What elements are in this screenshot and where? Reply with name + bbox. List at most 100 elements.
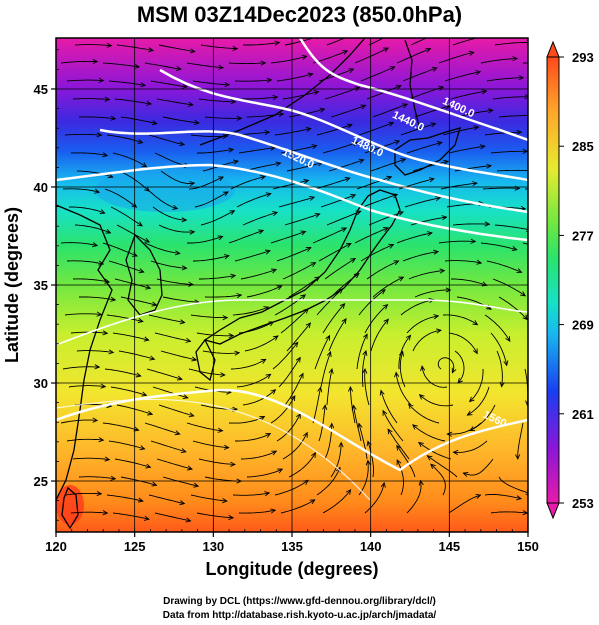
streamline — [324, 258, 356, 280]
axis-ticks: 120 125 130 135 140 145 150 25 30 35 40 45 — [34, 49, 539, 554]
streamline-arrowhead — [529, 168, 534, 172]
streamline — [64, 492, 102, 496]
streamline — [114, 458, 151, 468]
streamline-arrowhead — [265, 433, 272, 438]
streamline — [204, 294, 242, 298]
streamline — [188, 368, 225, 376]
streamline-arrowhead — [264, 491, 271, 497]
x-axis-label: Longitude (degrees) — [205, 559, 378, 579]
streamline-arrowhead — [382, 409, 388, 416]
y-tick-label: 45 — [34, 82, 48, 97]
streamline — [242, 389, 276, 406]
streamline-arrowhead — [565, 153, 570, 157]
streamline-arrowhead — [516, 495, 522, 501]
streamline — [372, 276, 404, 298]
streamline-arrowhead — [236, 293, 243, 299]
streamline — [72, 278, 110, 283]
streamline — [78, 476, 116, 480]
streamline — [396, 232, 433, 244]
streamline — [318, 243, 352, 262]
sakhalin-coast — [404, 39, 421, 131]
streamline-arrowhead — [561, 293, 566, 297]
streamline — [230, 359, 266, 370]
streamline-arrowhead — [520, 291, 527, 297]
y-tick-label: 35 — [34, 278, 48, 293]
streamline-arrowhead — [146, 100, 153, 106]
streamline — [320, 194, 356, 208]
streamline-arrowhead — [451, 367, 457, 374]
streamline-arrowhead — [260, 60, 267, 66]
streamline-arrowhead — [452, 449, 459, 456]
streamline — [492, 96, 528, 100]
streamline-arrowhead — [389, 66, 396, 71]
streamline-arrowhead — [151, 120, 158, 126]
streamline-arrowhead — [274, 40, 281, 46]
streamline — [402, 67, 438, 82]
streamline — [234, 250, 271, 262]
streamline-arrowhead — [141, 391, 148, 397]
streamline-arrowhead — [341, 227, 348, 233]
streamline — [144, 242, 180, 254]
streamline-arrowhead — [518, 75, 525, 81]
streamline-arrowhead — [271, 450, 278, 456]
colorbar-tick-label: 253 — [572, 496, 594, 511]
streamline — [158, 404, 194, 417]
streamline-arrowhead — [188, 281, 194, 287]
streamline-arrowhead — [141, 162, 148, 168]
streamline-arrowhead — [303, 431, 308, 438]
streamline — [451, 278, 487, 286]
streamline-arrowhead — [145, 284, 152, 290]
streamline — [246, 468, 283, 478]
streamline — [188, 176, 224, 190]
x-tick-label: 135 — [281, 539, 303, 554]
streamline-arrowhead — [346, 123, 353, 129]
streamline — [112, 332, 149, 341]
streamline-arrowhead — [189, 229, 196, 235]
y-tick-label: 30 — [34, 376, 48, 391]
streamline-arrowhead — [223, 444, 230, 450]
streamline-arrowhead — [271, 268, 278, 274]
streamline-arrowhead — [435, 196, 442, 202]
streamline-arrowhead — [472, 320, 479, 326]
streamline-arrowhead — [402, 103, 409, 109]
streamline-arrowhead — [218, 176, 225, 182]
streamline-arrowhead — [383, 47, 390, 53]
streamline-arrowhead — [305, 322, 312, 329]
streamline-arrowhead — [529, 419, 533, 424]
contour-white-line — [56, 398, 371, 501]
streamline-arrowhead — [148, 47, 155, 53]
streamline — [440, 182, 477, 190]
streamline-arrowhead — [348, 68, 355, 74]
streamline — [240, 450, 277, 460]
streamline-arrowhead — [317, 386, 323, 393]
streamline — [322, 489, 351, 514]
streamline — [421, 366, 448, 388]
streamline — [154, 512, 191, 522]
streamline-arrowhead — [362, 333, 368, 340]
streamline — [448, 494, 481, 514]
streamline-arrowhead — [138, 268, 145, 274]
streamline — [452, 223, 490, 226]
streamline-arrowhead — [100, 383, 107, 389]
streamline-arrowhead — [179, 141, 186, 147]
streamline-arrowhead — [272, 94, 279, 101]
streamline-arrowhead — [134, 63, 141, 69]
streamline-arrowhead — [396, 459, 402, 466]
streamline — [395, 372, 412, 406]
streamline — [276, 247, 311, 262]
streamline-arrowhead — [110, 296, 117, 302]
streamline — [235, 433, 271, 442]
streamline-arrowhead — [351, 404, 357, 411]
streamline-arrowhead — [185, 337, 192, 343]
streamline-arrowhead — [382, 304, 389, 310]
streamline — [150, 440, 186, 453]
streamline — [70, 511, 108, 514]
streamline-arrowhead — [486, 163, 493, 169]
streamline — [399, 351, 406, 388]
streamline-arrowhead — [105, 228, 112, 234]
streamline — [452, 38, 479, 46]
streamline — [486, 77, 524, 82]
streamline — [380, 390, 398, 424]
streamline — [202, 350, 240, 354]
